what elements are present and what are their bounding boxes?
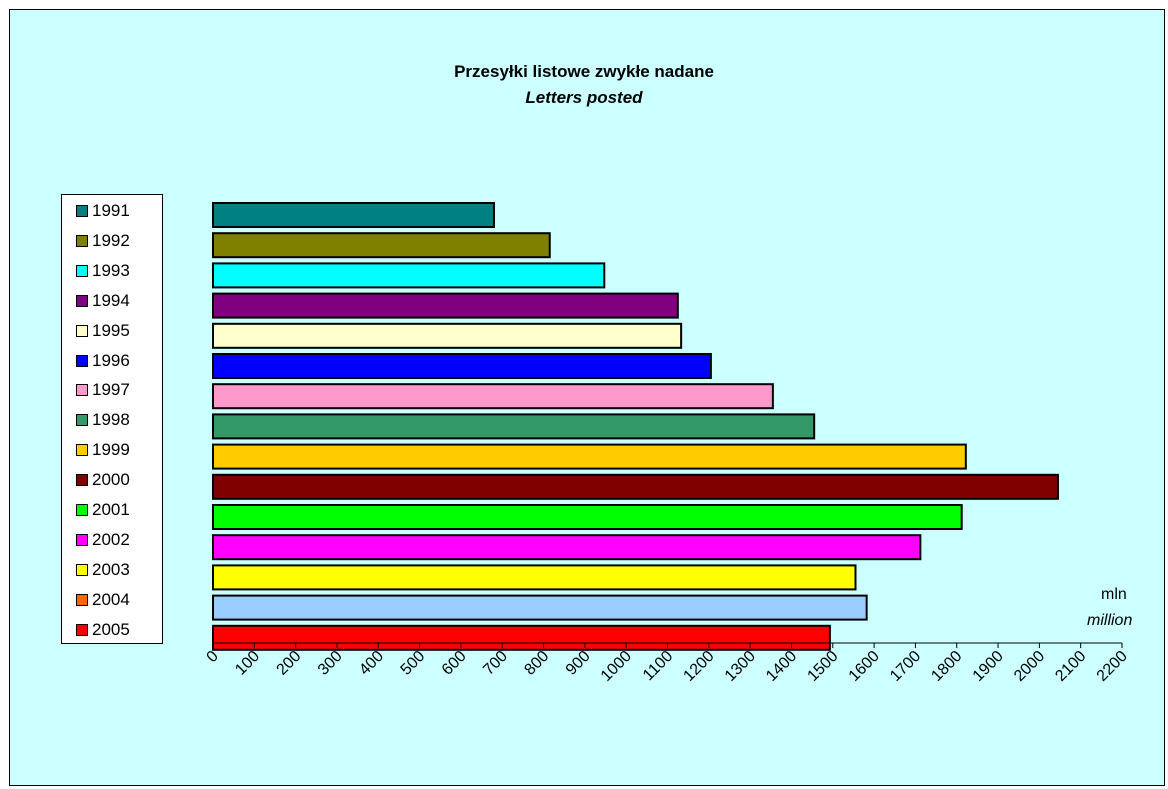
legend-swatch	[76, 205, 88, 217]
bar-1998	[212, 413, 816, 440]
unit-label-en: million	[1087, 612, 1133, 629]
x-tick-label: 600	[439, 648, 470, 679]
legend-item-1996: 1996	[76, 349, 130, 373]
bar-1997	[212, 383, 774, 410]
unit-label: mln	[1101, 586, 1127, 603]
legend-item-1994: 1994	[76, 289, 130, 313]
legend-label: 1999	[92, 440, 130, 460]
legend-swatch	[76, 264, 88, 277]
chart-subtitle: Letters posted	[525, 88, 643, 107]
legend-swatch	[76, 474, 88, 487]
legend-swatch	[76, 354, 88, 367]
x-tick-label: 500	[398, 648, 429, 679]
legend-label: 1997	[92, 380, 130, 400]
legend-item-2005: 2005	[76, 618, 130, 642]
x-tick-label: 1900	[970, 648, 1007, 685]
legend-label: 1996	[92, 350, 130, 370]
legend-item-1997: 1997	[76, 378, 130, 402]
legend-item-2003: 2003	[76, 558, 130, 582]
x-tick-label: 100	[232, 648, 263, 679]
x-tick-label: 1000	[598, 648, 635, 685]
legend-label: 1992	[92, 230, 130, 250]
bar-1996	[212, 353, 712, 379]
bar-2005	[212, 624, 831, 651]
legend-item-1991: 1991	[76, 199, 130, 223]
x-tick-label: 2100	[1052, 648, 1089, 685]
bar-2000	[212, 473, 1059, 500]
legend-label: 2002	[92, 529, 130, 549]
legend-item-2002: 2002	[76, 528, 130, 552]
chart-title: Przesyłki listowe zwykłe nadane	[454, 62, 714, 81]
bar-2004	[212, 594, 868, 621]
legend-item-1993: 1993	[76, 259, 130, 283]
x-tick-label: 1500	[804, 648, 841, 685]
x-tick-label: 900	[563, 648, 594, 679]
legend-swatch	[76, 384, 88, 397]
legend-label: 2003	[92, 559, 130, 579]
x-tick-label: 400	[356, 648, 387, 679]
bar-1992	[212, 232, 551, 259]
legend-item-1995: 1995	[76, 319, 130, 343]
legend-label: 1993	[92, 260, 130, 280]
x-tick-label: 300	[315, 648, 346, 679]
legend-label: 2005	[92, 619, 130, 639]
legend-label: 2000	[92, 470, 130, 490]
legend-item-1999: 1999	[76, 438, 130, 462]
x-tick-label: 700	[480, 648, 511, 679]
bar-1993	[212, 262, 606, 289]
legend-item-2004: 2004	[76, 588, 130, 612]
bar-2003	[212, 564, 857, 591]
legend-label: 2001	[92, 500, 130, 519]
legend-swatch	[76, 414, 88, 427]
legend-swatch	[76, 504, 88, 516]
legend-swatch	[76, 294, 88, 307]
x-tick-label: 1400	[763, 648, 800, 685]
bar-2001	[212, 504, 963, 530]
legend-label: 1998	[92, 410, 130, 430]
legend-swatch	[76, 444, 88, 457]
x-tick-label: 1300	[722, 648, 759, 685]
bar-1994	[212, 292, 679, 319]
x-tick-label: 800	[521, 648, 552, 679]
bar-2002	[212, 534, 922, 561]
bar-1995	[212, 322, 683, 349]
x-tick-label: 200	[274, 648, 305, 679]
legend-item-2000: 2000	[76, 468, 130, 492]
legend-swatch	[76, 563, 88, 576]
legend-label: 1995	[92, 320, 130, 340]
legend-swatch	[76, 623, 88, 636]
bar-1991	[212, 202, 495, 228]
x-tick-label: 1100	[640, 648, 676, 684]
legend: 1991 1992 1993 1994 1995 1996 1997 1998 1999 2000…	[61, 194, 163, 644]
x-tick-label: 1600	[846, 648, 883, 685]
legend-swatch	[76, 593, 88, 606]
legend-item-1998: 1998	[76, 408, 130, 432]
legend-label: 2004	[92, 589, 130, 609]
legend-swatch	[76, 324, 88, 337]
legend-item-1992: 1992	[76, 229, 130, 253]
legend-swatch	[76, 533, 88, 546]
legend-label: 1994	[92, 290, 130, 310]
x-tick-label: 2000	[1011, 648, 1048, 685]
legend-label: 1991	[92, 201, 130, 220]
x-tick-label: 1200	[680, 648, 717, 685]
bar-1999	[212, 443, 967, 470]
legend-item-2001: 2001	[76, 498, 130, 522]
x-tick-label: 1700	[887, 648, 924, 685]
x-tick-label: 1800	[928, 648, 965, 685]
legend-swatch	[76, 234, 88, 247]
x-tick-label: 2200	[1094, 648, 1131, 685]
